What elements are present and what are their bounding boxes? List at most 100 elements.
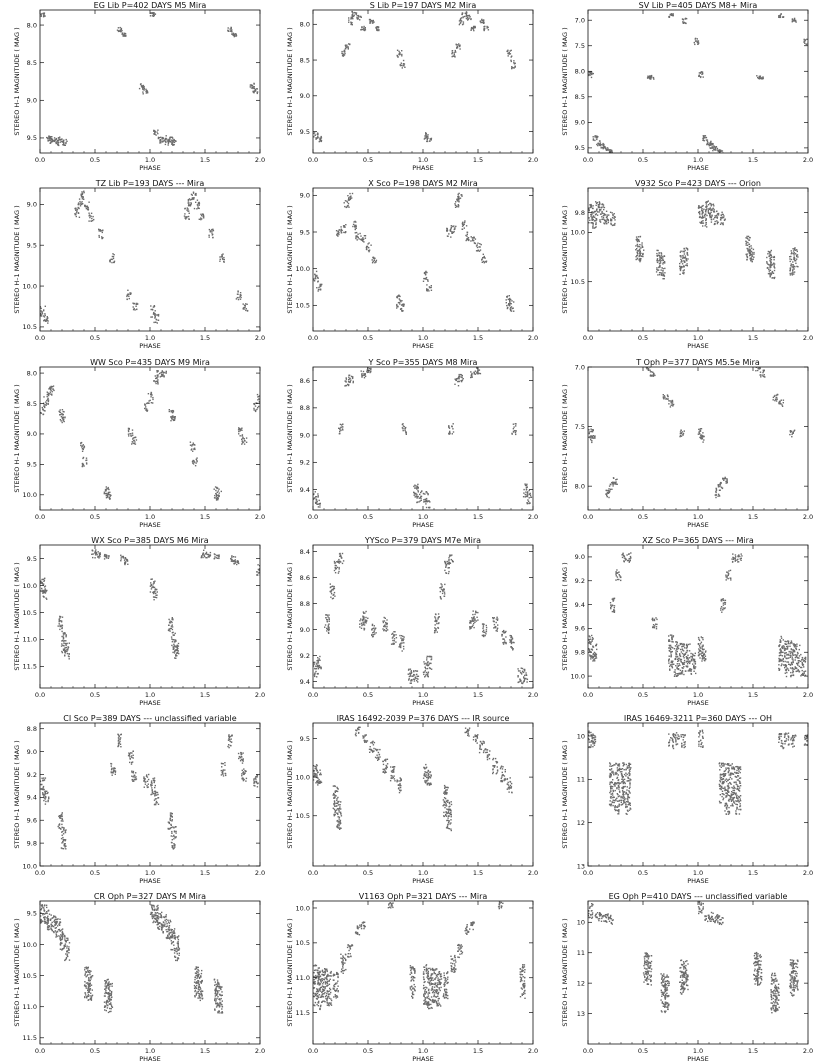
light-curve-panel: 0.0 0.5 1.0 1.5 2.0 9.0 9.2 9.4 9.6 9.8 10.0 XZ Sco… xyxy=(561,536,813,707)
data-point-cluster xyxy=(470,370,477,379)
data-point-cluster xyxy=(253,402,260,413)
y-tick-label: 8.0 xyxy=(27,21,37,29)
panel-title: WX Sco P=385 DAYS M6 Mira xyxy=(91,536,209,545)
x-tick-label: 1.0 xyxy=(418,691,428,699)
panel-title: IRAS 16469-3211 P=360 DAYS --- OH xyxy=(624,714,772,723)
y-tick-label: 7.5 xyxy=(575,42,585,50)
data-point-cluster xyxy=(332,785,339,817)
data-point-cluster xyxy=(121,32,127,37)
x-tick-label: 1.5 xyxy=(748,334,758,342)
y-axis-label: STEREO H–1 MAGNITUDE ( MAG ) xyxy=(13,740,21,848)
data-point-cluster xyxy=(170,416,176,422)
y-tick-label: 9.2 xyxy=(575,577,585,585)
data-point-cluster xyxy=(126,289,132,301)
data-point-cluster xyxy=(57,615,64,633)
light-curve-panel: 0.0 0.5 1.0 1.5 2.0 9.5 10.0 10.5 IRAS 16492-203… xyxy=(286,714,538,885)
data-point-cluster xyxy=(396,777,402,794)
light-curve-panel: 0.0 0.5 1.0 1.5 2.0 9.0 9.5 10.0 10.5 TZ Lib P=19… xyxy=(13,179,265,350)
plot-frame xyxy=(587,366,809,511)
y-tick-label: 8.0 xyxy=(27,369,37,377)
data-point-cluster xyxy=(43,790,50,805)
data-point-cluster xyxy=(344,376,350,387)
light-curve-panel: 0.0 0.5 1.0 1.5 2.0 8.0 8.5 9.0 9.5 10.0 WW Sco P=… xyxy=(13,358,265,529)
data-point-cluster xyxy=(124,558,129,566)
data-point-cluster xyxy=(62,138,68,146)
y-axis-label: STEREO H–1 MAGNITUDE ( MAG ) xyxy=(561,27,569,135)
data-points xyxy=(313,726,513,832)
y-tick-label: 9.5 xyxy=(27,242,37,250)
data-point-cluster xyxy=(422,661,430,678)
plot-frame xyxy=(312,9,534,154)
data-point-cluster xyxy=(360,235,367,243)
data-point-cluster xyxy=(64,935,71,962)
data-point-cluster xyxy=(451,49,457,58)
data-point-cluster xyxy=(668,634,675,671)
data-point-cluster xyxy=(659,255,666,280)
y-axis-label: STEREO H–1 MAGNITUDE ( MAG ) xyxy=(13,205,21,313)
data-point-cluster xyxy=(599,203,606,224)
data-point-cluster xyxy=(107,982,114,1014)
data-point-cluster xyxy=(407,668,414,684)
x-tick-label: 1.0 xyxy=(693,1047,703,1055)
x-tick-label: 2.0 xyxy=(803,691,813,699)
data-point-cluster xyxy=(481,623,488,638)
data-point-cluster xyxy=(789,640,796,678)
x-tick-label: 1.5 xyxy=(200,513,210,521)
data-point-cluster xyxy=(668,733,675,750)
data-point-cluster xyxy=(387,902,394,909)
data-point-cluster xyxy=(433,613,440,634)
x-axis-label: PHASE xyxy=(687,1055,709,1063)
data-point-cluster xyxy=(359,616,366,631)
data-point-cluster xyxy=(464,924,471,935)
x-tick-label: 1.0 xyxy=(145,334,155,342)
y-tick-label: 10.5 xyxy=(296,812,310,820)
data-point-cluster xyxy=(242,303,249,312)
data-point-cluster xyxy=(769,254,776,280)
panel-title: V1163 Oph P=321 DAYS --- Mira xyxy=(359,892,488,901)
data-point-cluster xyxy=(448,554,454,565)
data-point-cluster xyxy=(638,242,645,263)
data-point-cluster xyxy=(478,740,485,754)
data-point-cluster xyxy=(792,959,799,991)
panel-title: EG Oph P=410 DAYS --- unclassified varia… xyxy=(609,892,788,901)
x-tick-label: 0.5 xyxy=(90,334,100,342)
x-tick-label: 1.5 xyxy=(748,513,758,521)
data-point-cluster xyxy=(167,617,174,632)
data-point-cluster xyxy=(789,250,796,276)
data-point-cluster xyxy=(170,631,177,654)
data-point-cluster xyxy=(605,488,611,499)
panel-title: IRAS 16492-2039 P=376 DAYS --- IR source xyxy=(337,714,510,723)
data-point-cluster xyxy=(470,236,477,245)
data-point-cluster xyxy=(341,49,346,57)
data-points xyxy=(588,200,799,280)
light-curve-panel: 0.0 0.5 1.0 1.5 2.0 9.8 10.0 10.5 V932 Sco P=423… xyxy=(561,179,813,350)
data-point-cluster xyxy=(458,373,464,383)
x-tick-label: 2.0 xyxy=(528,869,538,877)
data-point-cluster xyxy=(374,748,381,761)
data-point-cluster xyxy=(655,249,663,276)
x-tick-label: 1.5 xyxy=(473,334,483,342)
data-point-cluster xyxy=(237,427,244,437)
y-tick-label: 9.0 xyxy=(575,119,585,127)
data-point-cluster xyxy=(484,748,491,761)
data-point-cluster xyxy=(43,904,50,924)
data-point-cluster xyxy=(335,228,342,237)
data-point-cluster xyxy=(701,208,708,228)
x-tick-label: 2.0 xyxy=(255,156,265,164)
data-point-cluster xyxy=(329,583,336,600)
data-point-cluster xyxy=(783,732,790,746)
panel-title: T Oph P=377 DAYS M5.5e Mira xyxy=(635,358,760,367)
data-point-cluster xyxy=(717,149,724,153)
plot-frame xyxy=(587,9,809,154)
data-point-cluster xyxy=(213,553,220,560)
data-point-cluster xyxy=(508,300,515,312)
data-point-cluster xyxy=(612,477,618,485)
x-tick-label: 2.0 xyxy=(803,334,813,342)
data-point-cluster xyxy=(506,49,513,58)
x-tick-label: 0.5 xyxy=(90,1047,100,1055)
data-point-cluster xyxy=(253,774,259,788)
x-tick-label: 0.0 xyxy=(308,1047,318,1055)
data-point-cluster xyxy=(800,653,807,677)
data-point-cluster xyxy=(679,959,686,995)
data-point-cluster xyxy=(165,919,172,940)
